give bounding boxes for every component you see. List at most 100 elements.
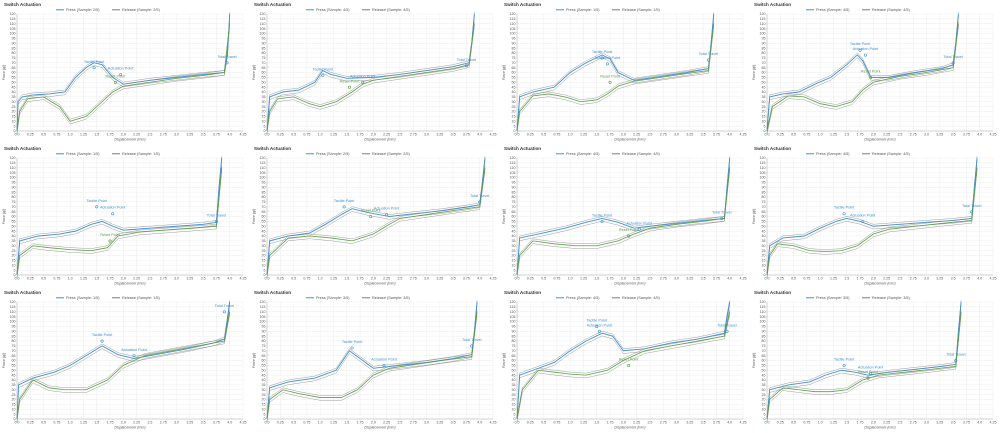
y-tick-label: 20: [12, 110, 16, 114]
x-tick-label: 3.25: [936, 421, 943, 425]
legend-label-release: Release (Sample: 1/5): [122, 296, 161, 300]
y-tick-label: 0: [514, 273, 516, 277]
x-tick-label: 4.0: [227, 421, 232, 425]
x-tick-label: 3.5: [951, 421, 956, 425]
y-tick-label: 90: [12, 41, 16, 45]
x-tick-label: 3.25: [186, 133, 193, 137]
y-tick-label: 55: [262, 220, 266, 224]
x-tick-label: 2.75: [410, 133, 417, 137]
annotation-label: Reset Point: [106, 74, 127, 78]
y-tick-label: 5: [514, 124, 516, 128]
annotation-marker: [222, 310, 226, 314]
x-tick-label: 3.0: [924, 277, 929, 281]
y-tick-label: 120: [510, 12, 516, 16]
y-tick-label: 40: [12, 378, 16, 382]
y-tick-label: 15: [512, 115, 516, 119]
y-tick-label: 75: [262, 56, 266, 60]
x-tick-label: 1.0: [68, 277, 73, 281]
y-tick-label: 50: [762, 224, 766, 228]
x-tick-label: 1.5: [844, 421, 849, 425]
chart-panel: Switch Actuation Press (Sample: 3/5) Relea…: [750, 288, 1000, 432]
y-tick-label: 50: [262, 224, 266, 228]
annotation-label: Actuation Point: [108, 67, 134, 71]
y-tick-label: 85: [262, 46, 266, 50]
x-tick-label: 2.75: [660, 421, 667, 425]
y-tick-label: 30: [762, 100, 766, 104]
annotation-marker: [858, 48, 862, 52]
x-axis-label: Displacement (mm): [114, 282, 145, 286]
y-tick-label: 80: [12, 51, 16, 55]
release-series-line: [766, 311, 962, 420]
y-tick-label: 25: [762, 105, 766, 109]
y-tick-label: 45: [262, 373, 266, 377]
x-tick-label: 2.25: [883, 133, 890, 137]
y-tick-label: 5: [264, 412, 266, 416]
x-tick-label: 3.0: [174, 421, 179, 425]
y-tick-label: 35: [12, 383, 16, 387]
x-tick-label: 4.0: [977, 277, 982, 281]
annotation-marker: [347, 85, 351, 89]
x-tick-label: 0.75: [803, 133, 810, 137]
x-tick-label: 3.0: [924, 133, 929, 137]
x-tick-label: 0.25: [27, 421, 34, 425]
x-tick-label: 1.25: [330, 133, 337, 137]
annotation-label: Tactile Point: [342, 340, 363, 344]
y-tick-label: 70: [762, 349, 766, 353]
y-tick-label: 35: [12, 239, 16, 243]
x-tick-label: 3.75: [213, 421, 220, 425]
y-tick-label: 55: [512, 76, 516, 80]
y-tick-label: 0: [14, 129, 16, 133]
sample-trace: [516, 26, 714, 134]
release-series-line: [266, 311, 478, 420]
annotation-marker: [720, 217, 724, 221]
legend-label-release: Release (Sample: 3/5): [872, 296, 911, 300]
chart-panel: Switch Actuation Press (Sample: 4/5) Relea…: [250, 0, 500, 144]
annotation-label: Reset Point: [619, 228, 640, 232]
x-tick-label: 0.5: [791, 133, 796, 137]
chart-svg: Switch Actuation Press (Sample: 4/5) Relea…: [502, 146, 747, 286]
y-tick-label: 30: [12, 244, 16, 248]
y-tick-label: 80: [762, 339, 766, 343]
x-tick-label: 3.75: [463, 133, 470, 137]
y-tick-label: 95: [262, 37, 266, 41]
x-tick-label: 2.25: [133, 421, 140, 425]
y-tick-label: 20: [262, 254, 266, 258]
chart-svg: Switch Actuation Press (Sample: 4/5) Relea…: [502, 290, 747, 430]
annotation-label: Reset Point: [340, 79, 361, 83]
legend-label-press: Press (Sample: 4/5): [566, 296, 600, 300]
x-tick-label: 4.25: [740, 133, 747, 137]
y-tick-label: 45: [12, 229, 16, 233]
y-tick-label: 120: [260, 300, 266, 304]
chart-panel: Switch Actuation Press (Sample: 2/5) Relea…: [0, 0, 250, 144]
x-tick-label: 1.0: [318, 133, 323, 137]
y-tick-label: 110: [260, 166, 266, 170]
y-tick-label: 5: [764, 412, 766, 416]
y-tick-label: 60: [762, 215, 766, 219]
annotation-marker: [214, 220, 218, 224]
y-tick-label: 10: [262, 263, 266, 267]
y-tick-label: 65: [262, 210, 266, 214]
x-tick-label: 2.5: [147, 277, 152, 281]
y-axis-label: Force (gf): [2, 65, 6, 81]
x-tick-label: 0.25: [27, 277, 34, 281]
sample-trace: [766, 309, 962, 418]
legend: Press (Sample: 4/5) Release (Sample: 4/5): [806, 8, 911, 12]
chart-title: Switch Actuation: [254, 290, 291, 295]
x-tick-label: 1.25: [80, 133, 87, 137]
y-tick-label: 10: [512, 407, 516, 411]
annotation-label: Tactile Point: [313, 68, 334, 72]
x-tick-label: 2.75: [160, 277, 167, 281]
x-tick-label: 1.5: [344, 421, 349, 425]
y-tick-label: 120: [760, 300, 766, 304]
x-tick-label: 2.0: [121, 421, 126, 425]
sample-trace: [516, 11, 714, 130]
chart-title: Switch Actuation: [504, 146, 541, 151]
sample-trace: [766, 304, 962, 422]
x-tick-label: 4.0: [727, 421, 732, 425]
y-tick-label: 95: [12, 37, 16, 41]
y-tick-label: 105: [510, 171, 516, 175]
x-tick-label: 1.25: [580, 421, 587, 425]
x-tick-label: 0.75: [553, 133, 560, 137]
release-series-line: [516, 167, 731, 276]
y-tick-label: 30: [512, 244, 516, 248]
